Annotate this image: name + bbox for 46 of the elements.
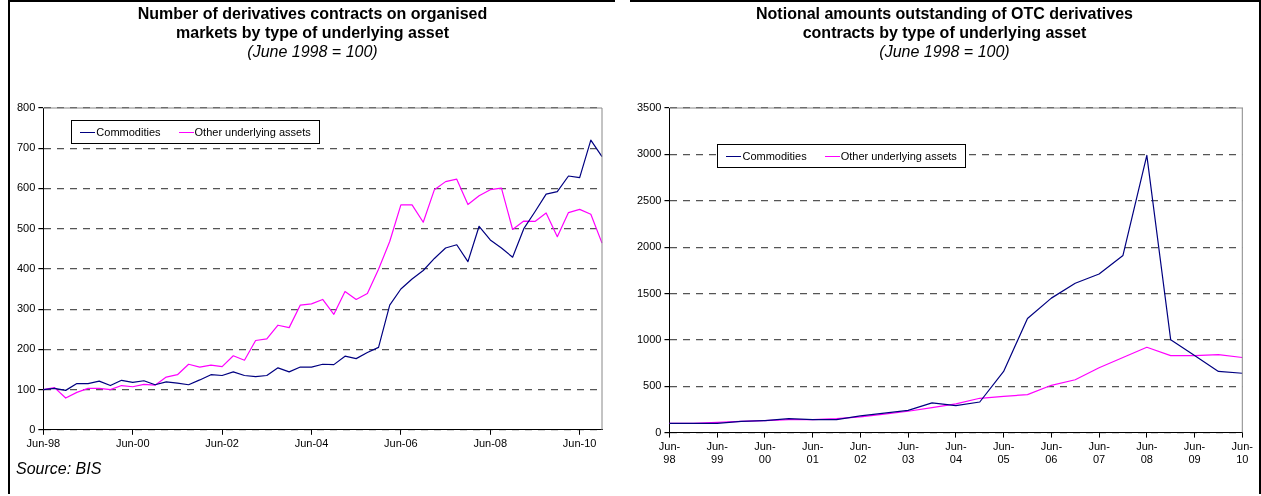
x-tick-label: Jun-00 xyxy=(754,440,776,466)
y-tick-label: 3000 xyxy=(636,147,662,160)
legend-label: Other underlying assets xyxy=(194,126,311,138)
y-tick-label: 0 xyxy=(29,422,36,435)
chart-title: Notional amounts outstanding of OTC derivatives contracts by type of underlying asset xyxy=(755,4,1134,42)
x-tick-label: Jun-08 xyxy=(473,437,508,450)
x-tick-label: Jun-03 xyxy=(897,440,920,466)
y-tick-label: 1000 xyxy=(636,332,662,345)
x-tick-label: Jun-06 xyxy=(1040,440,1063,466)
y-tick-label: 800 xyxy=(16,101,36,114)
y-tick-label: 700 xyxy=(16,141,36,154)
x-tick-label: Jun-04 xyxy=(945,440,967,466)
legend-label: Other underlying assets xyxy=(840,150,957,162)
legend-label: Commodities xyxy=(742,150,807,162)
x-tick-label: Jun-01 xyxy=(801,440,824,466)
y-tick-label: 100 xyxy=(16,382,36,395)
x-tick-label: Jun-02 xyxy=(205,437,239,450)
x-tick-label: Jun-07 xyxy=(1088,440,1111,466)
x-tick-label: Jun-05 xyxy=(992,440,1015,466)
y-tick-label: 200 xyxy=(16,342,36,355)
source-note: Source: BIS xyxy=(16,460,102,478)
x-tick-label: Jun-00 xyxy=(115,437,150,450)
y-tick-label: 500 xyxy=(16,221,36,234)
y-tick-label: 500 xyxy=(643,379,662,392)
x-tick-label: Jun-10 xyxy=(1231,440,1254,466)
y-tick-label: 3500 xyxy=(636,101,662,114)
chart-title: Number of derivatives contracts on organised markets by type of underlying asset xyxy=(136,4,489,42)
x-tick-label: Jun-06 xyxy=(384,437,418,450)
x-tick-label: Jun-98 xyxy=(658,440,681,466)
chart-subtitle: (June 1998 = 100) xyxy=(878,42,1011,61)
x-tick-label: Jun-04 xyxy=(294,437,329,450)
x-tick-label: Jun-09 xyxy=(1183,440,1206,466)
y-tick-label: 400 xyxy=(16,261,36,274)
y-tick-label: 600 xyxy=(16,181,36,194)
x-tick-label: Jun-98 xyxy=(26,437,61,450)
x-tick-label: Jun-02 xyxy=(849,440,872,466)
x-tick-label: Jun-99 xyxy=(706,440,729,466)
chart-subtitle: (June 1998 = 100) xyxy=(246,42,379,61)
y-tick-label: 2500 xyxy=(636,193,662,206)
x-tick-label: Jun-08 xyxy=(1136,440,1158,466)
y-tick-label: 1500 xyxy=(636,286,662,299)
y-tick-label: 300 xyxy=(16,302,36,315)
x-tick-label: Jun-10 xyxy=(562,437,597,450)
y-tick-label: 0 xyxy=(655,425,662,438)
y-tick-label: 2000 xyxy=(636,240,662,253)
legend-label: Commodities xyxy=(96,126,161,138)
